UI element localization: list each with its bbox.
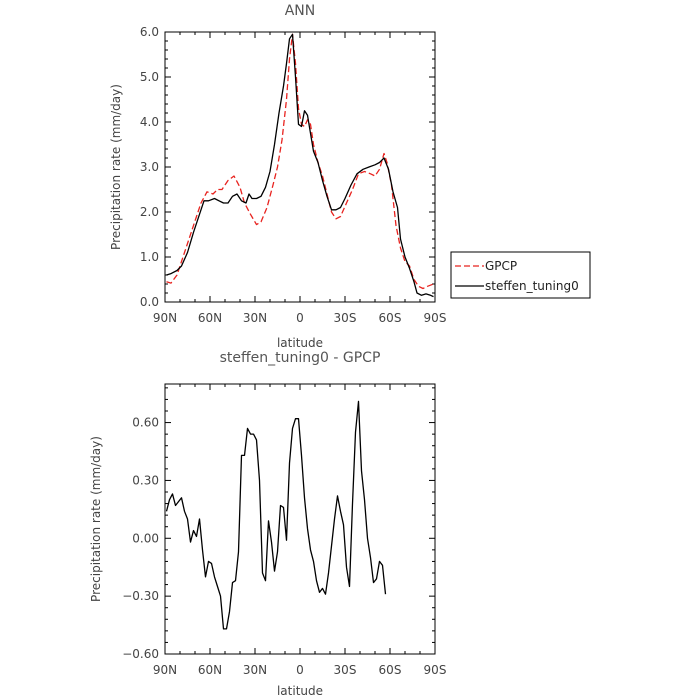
y-tick-label: 3.0 [140, 160, 159, 174]
y-tick-labels: 0.0 1.0 2.0 3.0 4.0 5.0 6.0 [140, 25, 159, 309]
series-line-0 [166, 33, 434, 290]
plot-frame [164, 383, 436, 655]
series-line-1 [166, 33, 434, 298]
x-tick-label: 0 [296, 311, 304, 325]
y-axis-label: Precipitation rate (mm/day) [109, 84, 123, 250]
x-tick-label: 90S [424, 311, 447, 325]
y-tick-label: 4.0 [140, 115, 159, 129]
x-axis-label: latitude [277, 336, 323, 350]
x-tick-label: 60S [379, 663, 402, 677]
axis-ticks [164, 384, 436, 655]
y-tick-label: −0.60 [122, 647, 159, 661]
y-tick-label: 1.0 [140, 250, 159, 264]
series-line-0 [165, 400, 387, 630]
x-axis-label: latitude [277, 684, 323, 698]
x-tick-label: 60S [379, 311, 402, 325]
y-axis-label: Precipitation rate (mm/day) [89, 436, 103, 602]
legend-label-gpcp: GPCP [485, 259, 517, 273]
x-tick-labels: 90N 60N 30N 0 30S 60S 90S [153, 663, 447, 677]
difference-panel: steffen_tuning0 - GPCP 90N 60N 30N 0 30S 60S 9… [89, 350, 446, 698]
x-tick-label: 60N [198, 311, 222, 325]
data-lines [166, 33, 434, 298]
chart-title: steffen_tuning0 - GPCP [220, 350, 381, 366]
legend-box [450, 251, 591, 299]
legend-label-model: steffen_tuning0 [485, 279, 579, 293]
x-tick-label: 30S [334, 311, 357, 325]
legend: GPCP steffen_tuning0 [450, 251, 591, 299]
y-tick-label: −0.30 [122, 589, 159, 603]
x-tick-labels: 90N 60N 30N 0 30S 60S 90S [153, 311, 447, 325]
y-tick-label: 5.0 [140, 70, 159, 84]
axis-ticks [164, 31, 436, 303]
x-tick-label: 90S [424, 663, 447, 677]
precipitation-panel: ANN 90N 60N 30N 0 30S 60S 90S 0.0 1.0 2.0 3.0 4.0 5… [109, 3, 446, 350]
x-tick-label: 30S [334, 663, 357, 677]
data-lines [165, 400, 387, 630]
y-tick-label: 0.0 [140, 295, 159, 309]
x-tick-label: 60N [198, 663, 222, 677]
x-tick-label: 30N [243, 663, 267, 677]
y-tick-label: 2.0 [140, 205, 159, 219]
chart-title: ANN [285, 3, 316, 19]
y-tick-label: 0.60 [132, 416, 159, 430]
y-tick-label: 0.00 [132, 531, 159, 545]
plot-frame [164, 31, 436, 303]
x-tick-label: 30N [243, 311, 267, 325]
x-tick-label: 90N [153, 663, 177, 677]
x-tick-label: 90N [153, 311, 177, 325]
y-tick-label: 0.30 [132, 473, 159, 487]
y-tick-labels: −0.60 −0.30 0.00 0.30 0.60 [122, 416, 159, 661]
y-tick-label: 6.0 [140, 25, 159, 39]
x-tick-label: 0 [296, 663, 304, 677]
